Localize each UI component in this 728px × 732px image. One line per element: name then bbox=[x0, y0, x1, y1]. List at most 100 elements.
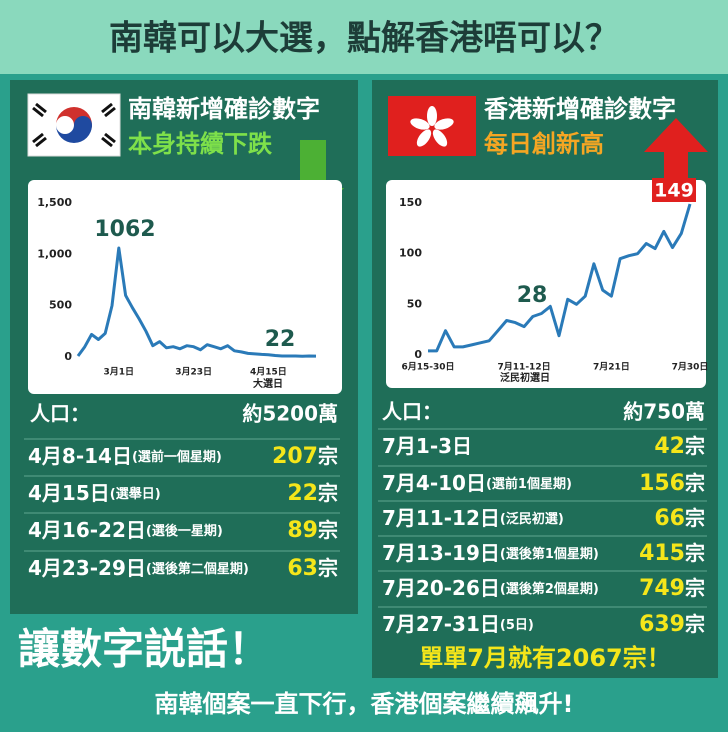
row-number: 89 bbox=[287, 518, 318, 543]
row-unit: 宗 bbox=[685, 434, 705, 458]
row-label: 7月1-3日 bbox=[382, 434, 472, 458]
row-note: (選前一個星期) bbox=[132, 449, 222, 465]
row-unit: 宗 bbox=[685, 541, 705, 565]
annotation: 22 bbox=[265, 327, 296, 352]
row-number: 63 bbox=[287, 556, 318, 581]
row-number: 749 bbox=[639, 576, 685, 601]
row-note: (泛民初選) bbox=[500, 511, 564, 527]
row-note: (選後第2個星期) bbox=[500, 581, 599, 597]
row-label: 7月27-31日(5日) bbox=[382, 612, 534, 636]
x-tick-label: 7月11-12日 bbox=[498, 362, 551, 373]
hk-max-badge bbox=[652, 178, 696, 202]
row-date: 4月8-14日 bbox=[28, 444, 132, 468]
row-unit: 宗 bbox=[318, 518, 338, 542]
row-number: 639 bbox=[639, 612, 685, 637]
header-title: 南韓可以大選，點解香港唔可以？ bbox=[109, 19, 619, 59]
row-date: 7月4-10日 bbox=[382, 471, 486, 495]
row-label: 7月13-19日(選後第1個星期) bbox=[382, 541, 599, 565]
row-value: 156宗 bbox=[639, 471, 705, 497]
row-date: 4月15日 bbox=[28, 481, 110, 505]
row-number: 415 bbox=[639, 541, 685, 566]
row-date: 7月20-26日 bbox=[382, 576, 500, 600]
annotation: 大選日 bbox=[253, 377, 283, 390]
row-value: 415宗 bbox=[639, 541, 705, 567]
row-note: (選舉日) bbox=[110, 486, 161, 502]
y-tick-label: 100 bbox=[399, 247, 422, 260]
row-label: 7月20-26日(選後第2個星期) bbox=[382, 576, 599, 600]
korea-pop-label: 人口： bbox=[30, 402, 90, 426]
row-value: 42宗 bbox=[654, 434, 705, 460]
row-number: 22 bbox=[287, 481, 318, 506]
hk-pop-label: 人口： bbox=[382, 400, 442, 424]
korea-title: 南韓新增確診數字 bbox=[128, 95, 320, 123]
row-value: 63宗 bbox=[287, 556, 338, 582]
caption: 南韓個案一直下行，香港個案繼續飆升! bbox=[155, 690, 574, 718]
x-tick-label: 3月1日 bbox=[104, 367, 135, 378]
row-note: (選前1個星期) bbox=[486, 476, 572, 492]
row-number: 66 bbox=[654, 506, 685, 531]
row-unit: 宗 bbox=[318, 481, 338, 505]
row-label: 7月4-10日(選前1個星期) bbox=[382, 471, 572, 495]
x-tick-label: 7月30日 bbox=[672, 362, 709, 373]
row-date: 4月23-29日 bbox=[28, 556, 146, 580]
row-label: 7月11-12日(泛民初選) bbox=[382, 506, 564, 530]
row-value: 22宗 bbox=[287, 481, 338, 507]
row-number: 156 bbox=[639, 471, 685, 496]
data-line bbox=[76, 246, 317, 358]
row-date: 7月1-3日 bbox=[382, 434, 472, 458]
row-unit: 宗 bbox=[318, 444, 338, 468]
row-value: 66宗 bbox=[654, 506, 705, 532]
row-value: 749宗 bbox=[639, 576, 705, 602]
korea-flag bbox=[27, 93, 121, 157]
row-note: (選後第二個星期) bbox=[146, 561, 249, 577]
x-tick-label: 4月15日 bbox=[250, 367, 287, 378]
y-tick-label: 1,500 bbox=[37, 196, 72, 209]
annotation: 1062 bbox=[94, 217, 155, 242]
row-unit: 宗 bbox=[685, 471, 705, 495]
hk-chart-area bbox=[386, 180, 706, 388]
row-date: 7月27-31日 bbox=[382, 612, 500, 636]
row-value: 639宗 bbox=[639, 612, 705, 638]
hk-pop-value: 約750萬 bbox=[623, 400, 705, 424]
y-tick-label: 50 bbox=[407, 297, 423, 310]
y-tick-label: 500 bbox=[49, 299, 72, 312]
y-tick-label: 1,000 bbox=[37, 247, 72, 260]
row-label: 4月15日(選舉日) bbox=[28, 481, 161, 505]
annotation: 28 bbox=[517, 283, 548, 308]
row-date: 4月16-22日 bbox=[28, 518, 146, 542]
row-note: (選後第1個星期) bbox=[500, 546, 599, 562]
hk-flag bbox=[388, 96, 476, 156]
row-number: 42 bbox=[654, 434, 685, 459]
y-tick-label: 0 bbox=[64, 350, 72, 363]
row-label: 4月16-22日(選後一星期) bbox=[28, 518, 223, 542]
row-note: (選後一星期) bbox=[146, 523, 223, 539]
row-value: 89宗 bbox=[287, 518, 338, 544]
annotation: 149 bbox=[654, 180, 694, 202]
x-tick-label: 3月23日 bbox=[175, 367, 212, 378]
x-tick-label: 6月15-30日 bbox=[401, 362, 454, 373]
row-label: 4月8-14日(選前一個星期) bbox=[28, 444, 222, 468]
row-date: 7月11-12日 bbox=[382, 506, 500, 530]
y-tick-label: 0 bbox=[414, 348, 422, 361]
annotation: 泛民初選日 bbox=[500, 371, 550, 384]
row-value: 207宗 bbox=[272, 444, 338, 470]
y-tick-label: 150 bbox=[399, 196, 422, 209]
row-unit: 宗 bbox=[318, 556, 338, 580]
korea-pop-value: 約5200萬 bbox=[242, 402, 338, 426]
row-unit: 宗 bbox=[685, 506, 705, 530]
highlight: 單單7月就有2067宗！ bbox=[419, 644, 671, 672]
up-arrow bbox=[644, 118, 708, 180]
row-unit: 宗 bbox=[685, 612, 705, 636]
hk-subtitle: 每日創新高 bbox=[484, 130, 604, 158]
header-band bbox=[0, 0, 728, 74]
x-tick-label: 7月21日 bbox=[593, 362, 630, 373]
row-date: 7月13-19日 bbox=[382, 541, 500, 565]
row-note: (5日) bbox=[500, 618, 534, 633]
hk-title: 香港新增確診數字 bbox=[484, 95, 676, 123]
korea-subtitle: 本身持續下跌 bbox=[128, 130, 273, 158]
data-line bbox=[428, 203, 692, 353]
korea-chart-area bbox=[28, 180, 342, 394]
slogan: 讓數字説話！ bbox=[18, 625, 270, 674]
row-label: 4月23-29日(選後第二個星期) bbox=[28, 556, 249, 580]
